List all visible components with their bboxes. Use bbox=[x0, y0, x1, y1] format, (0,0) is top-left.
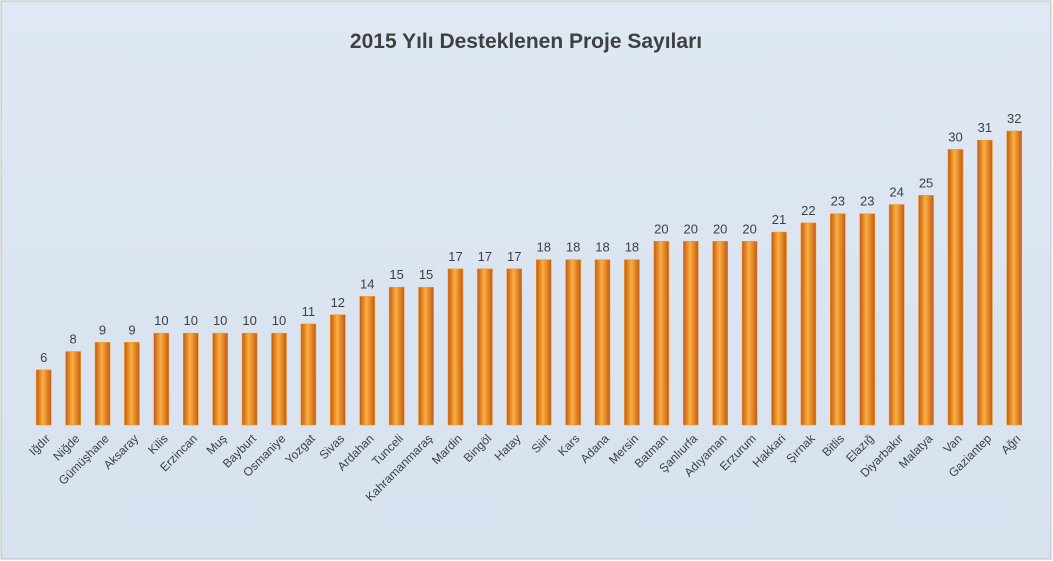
bar bbox=[212, 332, 228, 426]
bar bbox=[506, 268, 523, 426]
value-label: 17 bbox=[478, 249, 492, 264]
value-label: 10 bbox=[154, 313, 168, 328]
value-label: 18 bbox=[625, 240, 639, 255]
chart-title: 2015 Yılı Desteklenen Proje Sayıları bbox=[350, 30, 702, 53]
value-label: 31 bbox=[978, 120, 992, 135]
value-label: 32 bbox=[1007, 111, 1021, 126]
value-label: 23 bbox=[860, 194, 874, 209]
bar bbox=[388, 286, 405, 426]
bar bbox=[565, 259, 581, 426]
value-label: 12 bbox=[331, 295, 345, 310]
value-label: 9 bbox=[99, 322, 106, 337]
bar bbox=[771, 231, 787, 426]
value-label: 10 bbox=[242, 313, 256, 328]
bar bbox=[447, 268, 464, 426]
value-label: 23 bbox=[831, 194, 845, 209]
bar bbox=[330, 314, 346, 426]
bar bbox=[65, 351, 81, 426]
value-label: 18 bbox=[566, 240, 580, 255]
value-label: 17 bbox=[507, 249, 521, 264]
value-label: 11 bbox=[302, 304, 316, 319]
bar bbox=[241, 332, 258, 426]
bar bbox=[712, 241, 728, 426]
value-label: 14 bbox=[360, 276, 374, 291]
bar bbox=[359, 296, 375, 426]
value-label: 15 bbox=[419, 267, 433, 282]
value-label: 18 bbox=[595, 240, 609, 255]
bar bbox=[94, 342, 111, 426]
value-label: 10 bbox=[272, 313, 286, 328]
bar bbox=[947, 149, 964, 426]
value-label: 30 bbox=[948, 129, 962, 144]
value-label: 20 bbox=[742, 221, 756, 236]
bar bbox=[624, 259, 640, 426]
bar bbox=[1006, 130, 1023, 426]
bar bbox=[35, 369, 52, 426]
bar bbox=[977, 139, 993, 426]
bar bbox=[918, 195, 934, 426]
bar bbox=[183, 332, 199, 426]
bar bbox=[653, 241, 670, 426]
value-label: 6 bbox=[40, 350, 47, 365]
bar bbox=[124, 342, 140, 426]
bar bbox=[418, 286, 434, 426]
value-label: 17 bbox=[448, 249, 462, 264]
value-label: 15 bbox=[389, 267, 403, 282]
bar bbox=[683, 241, 699, 426]
value-label: 24 bbox=[889, 185, 903, 200]
value-label: 20 bbox=[713, 221, 727, 236]
bar bbox=[300, 323, 317, 426]
bar bbox=[271, 332, 287, 426]
value-label: 10 bbox=[213, 313, 227, 328]
value-label: 20 bbox=[654, 221, 668, 236]
value-label: 20 bbox=[684, 221, 698, 236]
value-label: 10 bbox=[184, 313, 198, 328]
bar bbox=[859, 213, 875, 426]
value-label: 25 bbox=[919, 175, 933, 190]
bar bbox=[741, 241, 758, 426]
bar bbox=[594, 259, 611, 426]
value-label: 22 bbox=[801, 203, 815, 218]
bar bbox=[477, 268, 493, 426]
value-label: 18 bbox=[536, 240, 550, 255]
bar bbox=[830, 213, 846, 426]
value-label: 21 bbox=[772, 212, 786, 227]
value-label: 8 bbox=[70, 332, 77, 347]
bar bbox=[153, 332, 170, 426]
bar bbox=[800, 222, 817, 426]
value-label: 9 bbox=[128, 322, 135, 337]
bar bbox=[888, 204, 905, 426]
bar bbox=[535, 259, 552, 426]
